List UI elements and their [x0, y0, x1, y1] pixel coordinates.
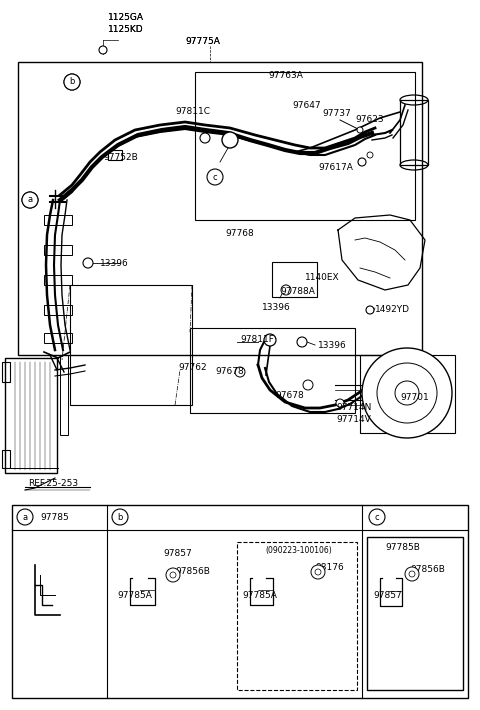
Bar	[237, 542, 357, 690]
Text: 97623: 97623	[355, 116, 384, 124]
Circle shape	[366, 306, 374, 314]
Bar	[44, 215, 72, 225]
Text: 1125KD: 1125KD	[108, 25, 144, 33]
Bar	[44, 305, 72, 315]
Text: 97737: 97737	[322, 109, 351, 119]
Text: 97701: 97701	[400, 393, 429, 403]
Circle shape	[17, 509, 33, 525]
Text: 97647: 97647	[292, 101, 321, 109]
Text: 1125GA: 1125GA	[108, 13, 144, 23]
Text: b: b	[117, 513, 123, 522]
Text: b: b	[69, 77, 75, 87]
Text: 97714V: 97714V	[336, 415, 371, 423]
Circle shape	[207, 169, 223, 185]
Text: 97762: 97762	[178, 364, 206, 373]
Text: 1492YD: 1492YD	[375, 305, 410, 315]
Text: 97775A: 97775A	[185, 38, 220, 46]
Bar	[44, 333, 72, 343]
Text: c: c	[213, 173, 217, 182]
Bar	[272, 262, 317, 297]
Circle shape	[264, 334, 276, 346]
Text: b: b	[69, 77, 75, 87]
Circle shape	[64, 74, 80, 90]
Circle shape	[395, 381, 419, 405]
Circle shape	[409, 571, 415, 577]
Text: 1140EX: 1140EX	[305, 273, 340, 283]
Text: 97785A: 97785A	[242, 591, 277, 601]
Circle shape	[235, 367, 245, 377]
Text: 97788A: 97788A	[280, 288, 315, 297]
Text: 97678: 97678	[275, 391, 304, 400]
Bar	[70, 285, 192, 405]
Text: a: a	[27, 195, 33, 204]
Circle shape	[297, 337, 307, 347]
Text: c: c	[375, 513, 379, 522]
Text: 97785A: 97785A	[117, 591, 152, 601]
Bar	[190, 328, 355, 413]
Text: a: a	[27, 195, 33, 204]
Text: 97811C: 97811C	[175, 107, 210, 116]
Text: 97856B: 97856B	[410, 565, 445, 574]
Circle shape	[170, 572, 176, 578]
Text: 13396: 13396	[318, 341, 347, 349]
Circle shape	[22, 192, 38, 208]
Bar	[5, 358, 57, 473]
Circle shape	[358, 158, 366, 166]
Circle shape	[405, 567, 419, 581]
Bar	[44, 275, 72, 285]
Circle shape	[311, 565, 325, 579]
Bar	[60, 355, 68, 435]
Text: 97856B: 97856B	[175, 567, 210, 577]
Text: 98176: 98176	[315, 562, 344, 572]
Bar	[195, 72, 415, 220]
Text: 97857: 97857	[373, 591, 402, 601]
Circle shape	[200, 133, 210, 143]
Text: 97785B: 97785B	[385, 543, 420, 552]
Text: 1125KD: 1125KD	[108, 25, 144, 33]
Text: 97714N: 97714N	[336, 403, 372, 412]
Circle shape	[303, 380, 313, 390]
Text: REF.25-253: REF.25-253	[28, 479, 78, 488]
Text: 13396: 13396	[100, 258, 129, 268]
Text: 97752B: 97752B	[103, 153, 138, 163]
Circle shape	[166, 568, 180, 582]
Text: 13396: 13396	[262, 303, 291, 312]
Text: 97775A: 97775A	[185, 38, 220, 46]
Circle shape	[315, 569, 321, 575]
Bar	[360, 355, 455, 433]
Circle shape	[222, 132, 238, 148]
Text: 97763A: 97763A	[268, 70, 303, 80]
Circle shape	[362, 348, 452, 438]
Circle shape	[367, 152, 373, 158]
Bar	[44, 245, 72, 255]
Text: 97811F: 97811F	[240, 334, 274, 344]
Text: 97785: 97785	[40, 513, 69, 522]
Circle shape	[22, 192, 38, 208]
Bar	[12, 505, 468, 698]
Text: 1125GA: 1125GA	[108, 13, 144, 23]
Circle shape	[377, 363, 437, 423]
Circle shape	[336, 399, 344, 407]
Text: 97768: 97768	[225, 229, 254, 239]
Text: a: a	[23, 513, 27, 522]
Bar	[2, 362, 10, 382]
Circle shape	[99, 46, 107, 54]
Bar	[2, 450, 10, 468]
Text: 97678: 97678	[215, 366, 244, 376]
Circle shape	[83, 258, 93, 268]
Text: 97857: 97857	[163, 549, 192, 557]
Bar	[108, 150, 122, 160]
Circle shape	[357, 127, 363, 133]
Circle shape	[369, 509, 385, 525]
Bar	[400, 100, 428, 165]
Text: 97617A: 97617A	[318, 163, 353, 173]
Bar	[367, 537, 463, 690]
Circle shape	[64, 74, 80, 90]
Circle shape	[112, 509, 128, 525]
Text: (090223-100106): (090223-100106)	[265, 545, 332, 555]
Circle shape	[281, 285, 291, 295]
Bar	[18, 62, 422, 355]
